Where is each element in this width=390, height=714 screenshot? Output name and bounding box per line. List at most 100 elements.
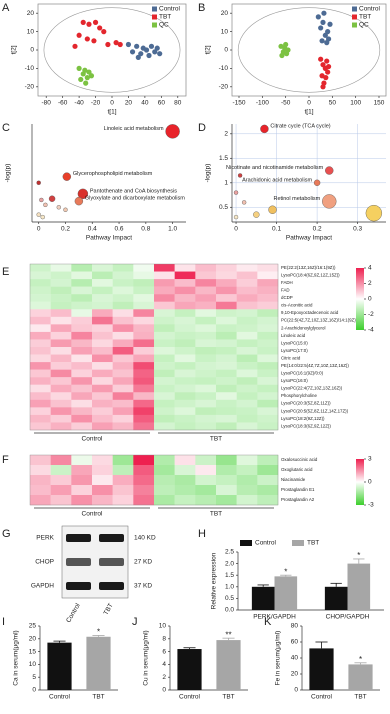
- heat-cell: [236, 377, 258, 385]
- row-label: PE(22:2(13Z,16Z)/16:1(9Z)): [281, 265, 336, 270]
- heat-cell: [174, 301, 196, 310]
- point: [315, 14, 321, 20]
- heat-cell: [154, 392, 175, 401]
- row-label: FADH: [281, 280, 293, 285]
- panel-label: G: [2, 528, 11, 540]
- heat-cell: [257, 414, 279, 423]
- heat-cell: [257, 316, 279, 325]
- heat-cell: [257, 495, 279, 506]
- point: [146, 52, 152, 59]
- y-tick-label: 20: [291, 671, 299, 678]
- heat-cell: [195, 495, 217, 506]
- heat-cell: [216, 354, 237, 363]
- heat-cell: [154, 324, 175, 333]
- x-tick-label: Control: [311, 694, 333, 701]
- heat-cell: [133, 485, 155, 496]
- heat-cell: [112, 399, 134, 408]
- heat-cell: [257, 422, 279, 431]
- heat-cell: [257, 309, 279, 318]
- row-label: Oxoglutaric acid: [281, 467, 313, 472]
- x-tick-label: -50: [281, 100, 291, 107]
- colorbar-tick-label: 4: [368, 265, 372, 272]
- heat-cell: [174, 422, 196, 431]
- heat-cell: [174, 392, 196, 401]
- heat-cell: [112, 286, 134, 295]
- confidence-ellipse: [43, 7, 181, 93]
- heat-cell: [195, 369, 217, 378]
- heat-cell: [174, 316, 196, 325]
- y-tick-label: 0.0: [225, 607, 234, 614]
- heat-cell: [30, 407, 51, 416]
- heat-cell: [236, 369, 258, 378]
- heat-cell: [174, 399, 196, 408]
- heat-cell: [236, 392, 258, 401]
- legend-label: QC: [159, 22, 169, 29]
- x-tick-label: 80: [174, 100, 182, 107]
- heat-cell: [30, 465, 51, 476]
- row-label: FAD: [281, 288, 290, 293]
- heat-cell: [236, 485, 258, 496]
- heat-cell: [236, 286, 258, 295]
- heat-cell: [30, 384, 51, 393]
- heat-cell: [112, 279, 134, 287]
- heat-cell: [112, 331, 134, 340]
- heat-cell: [71, 271, 93, 280]
- heat-cell: [71, 279, 93, 287]
- y-tick-label: 0: [32, 687, 36, 694]
- protein-label: PERK: [36, 535, 54, 542]
- heat-cell: [257, 362, 279, 370]
- row-label: dCDP: [281, 295, 293, 300]
- heat-cell: [30, 279, 51, 287]
- heat-cell: [257, 331, 279, 340]
- heat-cell: [195, 422, 217, 431]
- heat-cell: [30, 485, 51, 496]
- row-label: 2-Arachidonoylglycerol: [281, 325, 325, 330]
- heat-cell: [154, 407, 175, 416]
- heat-cell: [112, 455, 134, 466]
- bar: [251, 586, 275, 610]
- x-tick-label: Control: [49, 694, 71, 701]
- heat-cell: [71, 339, 93, 348]
- bubble: [233, 190, 239, 195]
- heat-cell: [112, 271, 134, 280]
- blot-band: [99, 582, 124, 590]
- heat-cell: [257, 392, 279, 401]
- pathway-label: Pantothenate and CoA biosynthesis: [90, 188, 177, 194]
- x-tick-label: 60: [158, 100, 166, 107]
- heat-cell: [71, 422, 93, 431]
- point: [157, 51, 163, 57]
- legend-label: Control: [159, 6, 181, 13]
- heat-cell: [154, 294, 175, 302]
- heat-cell: [30, 331, 51, 340]
- heat-cell: [92, 331, 113, 340]
- lane-label: TBT: [103, 602, 115, 616]
- point: [78, 76, 84, 83]
- heat-cell: [30, 392, 51, 401]
- point: [91, 38, 97, 44]
- heat-cell: [71, 485, 93, 496]
- point: [76, 32, 82, 38]
- heat-cell: [236, 347, 258, 355]
- heat-cell: [50, 392, 72, 401]
- heat-cell: [133, 377, 155, 385]
- row-label: LysoPC(18:3(6Z,9Z,12Z)): [281, 423, 331, 428]
- bubble: [165, 124, 180, 139]
- row-label: LysoPC(20:5(5Z,8Z,11Z,14Z,17Z)): [281, 408, 349, 413]
- heat-cell: [236, 316, 258, 325]
- heat-cell: [30, 377, 51, 385]
- heat-cell: [71, 331, 93, 340]
- heat-cell: [195, 301, 217, 310]
- heat-cell: [92, 347, 113, 355]
- legend-label: Control: [359, 6, 381, 13]
- heat-cell: [71, 407, 93, 416]
- point: [143, 47, 150, 53]
- panel-label: K: [264, 616, 272, 628]
- heat-cell: [30, 354, 51, 363]
- y-tick-label: -20: [25, 84, 35, 91]
- heat-cell: [71, 324, 93, 333]
- heat-cell: [133, 422, 155, 431]
- x-tick-label: 0.3: [353, 226, 362, 233]
- heat-cell: [154, 279, 175, 287]
- legend-swatch: [352, 6, 357, 12]
- heat-cell: [195, 377, 217, 385]
